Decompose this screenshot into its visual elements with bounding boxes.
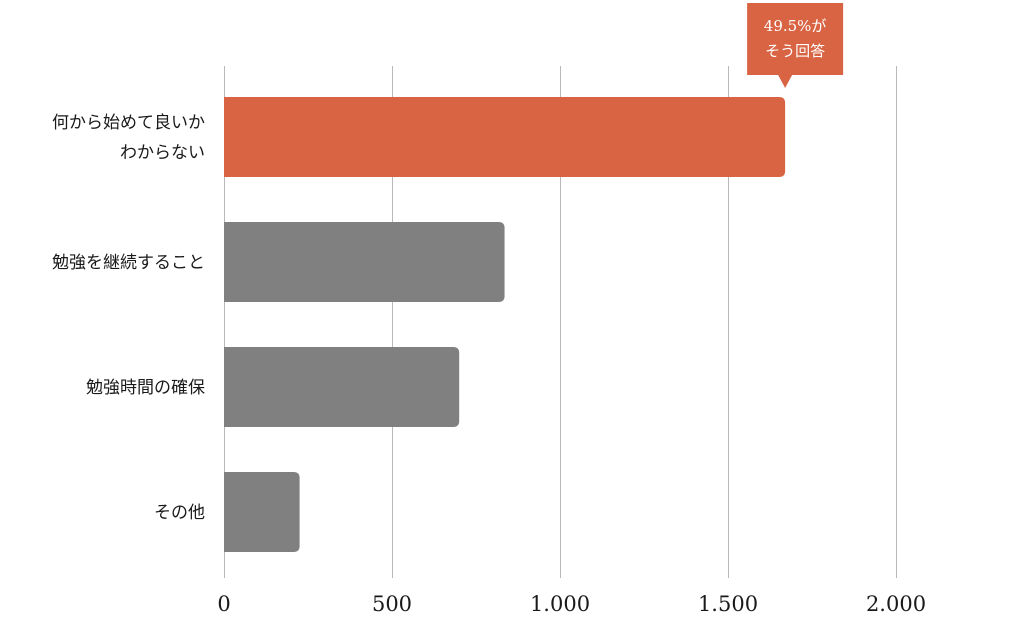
callout-text: 49.5%がそう回答 (764, 17, 827, 60)
category-label-0: 何から始めて良いかわからない (52, 113, 205, 163)
x-tick-label-3: 1.500 (698, 592, 758, 616)
bar-0 (224, 97, 786, 177)
x-tick-label-0: 0 (217, 592, 230, 616)
bar-2 (224, 347, 460, 427)
category-label-2: 勉強時間の確保 (86, 378, 205, 398)
bar-3 (224, 472, 300, 552)
bars (224, 97, 786, 552)
annotation-callout: 49.5%がそう回答 (747, 3, 844, 88)
category-label-3: その他 (154, 503, 205, 523)
callout-box (747, 3, 844, 75)
category-label-1: 勉強を継続すること (52, 253, 205, 273)
x-tick-labels: 0 500 1.000 1.500 2.000 (217, 592, 926, 616)
x-tick-label-2: 1.000 (530, 592, 590, 616)
callout-pointer (778, 75, 793, 88)
x-tick-label-4: 2.000 (866, 592, 926, 616)
x-tick-label-1: 500 (372, 592, 412, 616)
bar-1 (224, 222, 505, 302)
